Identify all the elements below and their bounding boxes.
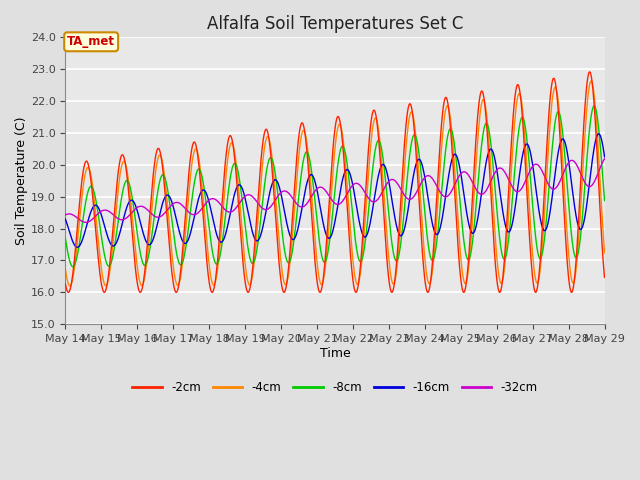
Text: TA_met: TA_met: [67, 36, 115, 48]
-16cm: [490, 150, 497, 156]
-2cm: [537, 249, 545, 254]
-16cm: [74, 244, 81, 250]
-16cm: [601, 154, 609, 160]
-4cm: [169, 257, 177, 263]
-2cm: [419, 255, 427, 261]
Line: -8cm: -8cm: [65, 106, 605, 267]
-32cm: [169, 201, 177, 207]
-8cm: [242, 230, 250, 236]
Line: -4cm: -4cm: [65, 81, 605, 286]
-2cm: [182, 209, 189, 215]
-16cm: [182, 240, 189, 246]
Y-axis label: Soil Temperature (C): Soil Temperature (C): [15, 117, 28, 245]
-4cm: [601, 250, 609, 256]
-16cm: [169, 201, 177, 207]
-2cm: [490, 231, 497, 237]
-32cm: [182, 206, 189, 212]
-16cm: [595, 131, 602, 137]
-32cm: [490, 173, 497, 179]
-4cm: [242, 268, 250, 274]
Legend: -2cm, -4cm, -8cm, -16cm, -32cm: -2cm, -4cm, -8cm, -16cm, -32cm: [127, 376, 543, 398]
-4cm: [61, 266, 69, 272]
-8cm: [419, 189, 427, 194]
-8cm: [169, 223, 177, 228]
-8cm: [490, 165, 497, 170]
-2cm: [586, 69, 593, 75]
-4cm: [588, 78, 595, 84]
-16cm: [61, 216, 69, 222]
-8cm: [590, 103, 598, 109]
-8cm: [601, 198, 609, 204]
-32cm: [82, 219, 90, 225]
-32cm: [601, 156, 609, 162]
Line: -2cm: -2cm: [65, 72, 605, 292]
-16cm: [419, 165, 427, 170]
-8cm: [537, 255, 545, 261]
-8cm: [69, 264, 77, 270]
-4cm: [490, 204, 497, 210]
-2cm: [65, 289, 72, 295]
Line: -16cm: -16cm: [65, 134, 605, 247]
Title: Alfalfa Soil Temperatures Set C: Alfalfa Soil Temperatures Set C: [207, 15, 463, 33]
-16cm: [537, 218, 545, 224]
-32cm: [61, 212, 69, 218]
-8cm: [61, 236, 69, 241]
-32cm: [242, 192, 250, 198]
-8cm: [182, 245, 189, 251]
-2cm: [61, 281, 69, 287]
-2cm: [601, 275, 609, 280]
-4cm: [419, 231, 427, 237]
-2cm: [242, 284, 250, 290]
-32cm: [537, 166, 545, 172]
-32cm: [419, 177, 427, 183]
-16cm: [242, 199, 250, 205]
-2cm: [169, 275, 177, 281]
Line: -32cm: -32cm: [65, 159, 605, 222]
-4cm: [182, 227, 189, 233]
X-axis label: Time: Time: [319, 347, 350, 360]
-4cm: [537, 261, 545, 266]
-4cm: [66, 283, 74, 289]
